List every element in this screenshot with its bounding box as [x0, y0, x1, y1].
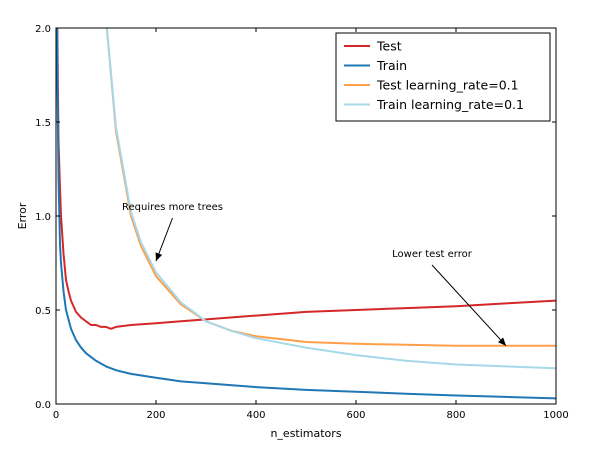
x-tick-label: 200 — [146, 410, 165, 421]
annotation-arrow-head — [155, 252, 163, 262]
y-tick-label: 1.5 — [35, 118, 51, 129]
series-line-train-learning-rate-0-1 — [105, 28, 556, 370]
series-line-train — [56, 28, 556, 400]
y-tick-label: 0.5 — [35, 306, 51, 317]
annotation-arrow-line — [431, 264, 507, 347]
series-line-test — [56, 28, 556, 330]
annotation-text: Requires more trees — [122, 202, 223, 213]
ticks-layer: 0 200 400 600 800 1000 0.0 0.5 1.0 1.5 2.0 — [35, 24, 569, 421]
y-tick-label: 0.0 — [35, 400, 51, 411]
y-tick-label: 2.0 — [35, 24, 51, 35]
legend-box — [335, 32, 551, 122]
x-tick-label: 800 — [446, 410, 465, 421]
legend-label-test: Test — [376, 39, 402, 54]
annotation-text: Lower test error — [392, 249, 473, 260]
x-tick-label: 0 — [53, 410, 59, 421]
legend: Test Train Test learning_rate=0.1 Train lea… — [335, 32, 551, 122]
y-axis-label: Error — [16, 202, 29, 229]
legend-label-test-learning-rate-0-1: Test learning_rate=0.1 — [376, 78, 519, 93]
annotation-arrow-head — [498, 337, 506, 346]
x-tick-label: 600 — [346, 410, 365, 421]
legend-label-train: Train — [376, 58, 407, 73]
x-tick-label: 1000 — [543, 410, 568, 421]
legend-label-train-learning-rate-0-1: Train learning_rate=0.1 — [376, 97, 524, 112]
y-tick-label: 1.0 — [35, 212, 51, 223]
series-layer — [56, 28, 556, 400]
x-tick-label: 400 — [246, 410, 265, 421]
annotation-layer: Requires more trees Lower test error — [122, 202, 507, 347]
x-axis-label: n_estimators — [270, 427, 341, 440]
